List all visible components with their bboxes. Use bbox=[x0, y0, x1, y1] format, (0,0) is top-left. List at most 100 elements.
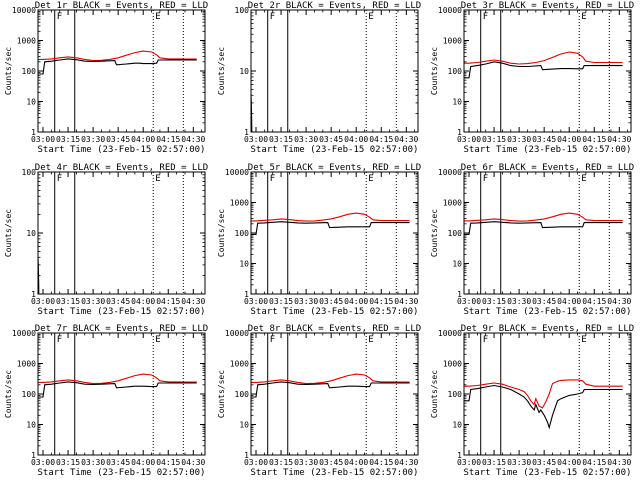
y-tick-label: 1000 bbox=[17, 360, 36, 369]
plot-frame bbox=[463, 171, 632, 295]
x-tick-label: 03:45 bbox=[106, 297, 130, 306]
detector-panel-1: Det 1r BLACK = Events, RED = LLD Counts/s… bbox=[4, 1, 208, 155]
x-tick-label: 04:15 bbox=[369, 458, 393, 467]
x-axis-label: Start Time (23-Feb-15 02:57:00) bbox=[464, 145, 632, 155]
marker-letter-f: F bbox=[57, 174, 62, 184]
x-tick-label: 04:30 bbox=[394, 297, 418, 306]
plot-frame bbox=[250, 9, 419, 133]
marker-letter-f: F bbox=[57, 335, 62, 345]
x-tick-label: 03:45 bbox=[106, 458, 130, 467]
marker-letter-e: E bbox=[155, 335, 160, 345]
detector-panel-4: Det 4r BLACK = Events, RED = LLD Counts/s… bbox=[4, 163, 208, 317]
x-tick-label: 03:30 bbox=[294, 297, 318, 306]
x-tick-label: 04:15 bbox=[369, 135, 393, 144]
series-line-red bbox=[38, 50, 197, 62]
marker-letter-f: F bbox=[270, 12, 275, 22]
detector-panel-8: Det 8r BLACK = Events, RED = LLD Counts/s… bbox=[217, 324, 421, 478]
y-tick-label: 10 bbox=[239, 260, 249, 269]
x-tick-label: 03:00 bbox=[244, 458, 268, 467]
x-tick-label: 04:15 bbox=[582, 135, 606, 144]
x-axis-label: Start Time (23-Feb-15 02:57:00) bbox=[251, 145, 419, 155]
x-tick-label: 03:15 bbox=[56, 135, 80, 144]
x-tick-label: 03:45 bbox=[319, 297, 343, 306]
x-tick-label: 04:30 bbox=[394, 458, 418, 467]
plot-frame bbox=[37, 9, 206, 133]
x-tick-label: 04:00 bbox=[344, 297, 368, 306]
y-tick-label: 1 bbox=[244, 451, 249, 460]
marker-letter-f: F bbox=[483, 12, 488, 22]
y-tick-label: 1 bbox=[457, 128, 462, 137]
y-tick-label: 10000 bbox=[225, 329, 249, 338]
x-tick-label: 04:00 bbox=[557, 135, 581, 144]
series-line-red bbox=[464, 212, 623, 222]
x-tick-label: 04:30 bbox=[607, 135, 631, 144]
marker-letter-e: E bbox=[581, 335, 586, 345]
y-axis-label: Counts/sec bbox=[4, 209, 13, 257]
y-tick-label: 10 bbox=[452, 260, 462, 269]
y-tick-label: 10000 bbox=[225, 168, 249, 177]
x-tick-label: 03:30 bbox=[81, 135, 105, 144]
y-tick-label: 100 bbox=[448, 229, 463, 238]
marker-letter-e: E bbox=[155, 174, 160, 184]
x-tick-label: 04:00 bbox=[344, 135, 368, 144]
plot-frame bbox=[37, 171, 206, 295]
marker-letter-e: E bbox=[581, 12, 586, 22]
x-tick-label: 04:00 bbox=[131, 135, 155, 144]
marker-letter-f: F bbox=[270, 174, 275, 184]
panel-title: Det 3r BLACK = Events, RED = LLD bbox=[461, 1, 634, 11]
x-tick-label: 04:15 bbox=[156, 135, 180, 144]
x-tick-label: 03:15 bbox=[482, 458, 506, 467]
x-tick-label: 04:30 bbox=[394, 135, 418, 144]
marker-letter-f: F bbox=[483, 174, 488, 184]
y-tick-label: 100 bbox=[235, 390, 250, 399]
x-tick-label: 03:00 bbox=[244, 135, 268, 144]
x-axis-label: Start Time (23-Feb-15 02:57:00) bbox=[38, 145, 206, 155]
series-line-red bbox=[464, 51, 623, 65]
x-tick-label: 03:45 bbox=[532, 297, 556, 306]
x-tick-label: 03:15 bbox=[269, 297, 293, 306]
y-tick-label: 1 bbox=[457, 451, 462, 460]
detector-panel-6: Det 6r BLACK = Events, RED = LLD Counts/s… bbox=[430, 163, 634, 317]
x-tick-label: 04:15 bbox=[582, 297, 606, 306]
x-tick-label: 03:00 bbox=[244, 297, 268, 306]
series-line-red bbox=[251, 373, 410, 385]
y-axis-label: Counts/sec bbox=[430, 47, 439, 95]
y-tick-label: 1 bbox=[31, 128, 36, 137]
panel-title: Det 4r BLACK = Events, RED = LLD bbox=[35, 163, 208, 173]
y-tick-label: 100 bbox=[448, 390, 463, 399]
plot-frame bbox=[463, 332, 632, 456]
marker-letter-f: F bbox=[483, 335, 488, 345]
panel-title: Det 7r BLACK = Events, RED = LLD bbox=[35, 324, 208, 334]
plot-frame bbox=[463, 9, 632, 133]
y-tick-label: 100 bbox=[22, 67, 37, 76]
detector-panel-5: Det 5r BLACK = Events, RED = LLD Counts/s… bbox=[217, 163, 421, 317]
x-tick-label: 04:00 bbox=[557, 458, 581, 467]
y-tick-label: 1 bbox=[244, 128, 249, 137]
panel-title: Det 2r BLACK = Events, RED = LLD bbox=[248, 1, 421, 11]
y-tick-label: 1000 bbox=[443, 37, 462, 46]
x-tick-label: 03:15 bbox=[269, 135, 293, 144]
x-tick-label: 03:45 bbox=[532, 135, 556, 144]
detector-panel-3: Det 3r BLACK = Events, RED = LLD Counts/s… bbox=[430, 1, 634, 155]
x-tick-label: 03:30 bbox=[507, 297, 531, 306]
y-tick-label: 1 bbox=[31, 290, 36, 299]
x-tick-label: 04:30 bbox=[607, 458, 631, 467]
y-tick-label: 100 bbox=[22, 168, 37, 177]
x-axis-label: Start Time (23-Feb-15 02:57:00) bbox=[251, 468, 419, 478]
panel-title: Det 6r BLACK = Events, RED = LLD bbox=[461, 163, 634, 173]
y-tick-label: 10 bbox=[239, 67, 249, 76]
series-line-red bbox=[464, 379, 623, 409]
x-tick-label: 03:15 bbox=[56, 458, 80, 467]
x-tick-label: 04:15 bbox=[156, 458, 180, 467]
x-tick-label: 03:15 bbox=[482, 297, 506, 306]
x-tick-label: 03:15 bbox=[482, 135, 506, 144]
x-tick-label: 04:00 bbox=[131, 458, 155, 467]
x-tick-label: 04:00 bbox=[344, 458, 368, 467]
y-tick-label: 10 bbox=[26, 229, 36, 238]
plot-frame bbox=[37, 332, 206, 456]
x-tick-label: 03:30 bbox=[507, 135, 531, 144]
x-tick-label: 03:00 bbox=[31, 458, 55, 467]
plot-frame bbox=[250, 171, 419, 295]
plot-frame bbox=[250, 332, 419, 456]
